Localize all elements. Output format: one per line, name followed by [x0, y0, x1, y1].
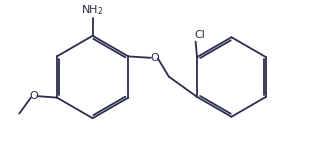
Text: O: O: [150, 53, 159, 63]
Text: NH$_2$: NH$_2$: [81, 3, 104, 17]
Text: Cl: Cl: [195, 30, 205, 40]
Text: O: O: [29, 91, 38, 101]
